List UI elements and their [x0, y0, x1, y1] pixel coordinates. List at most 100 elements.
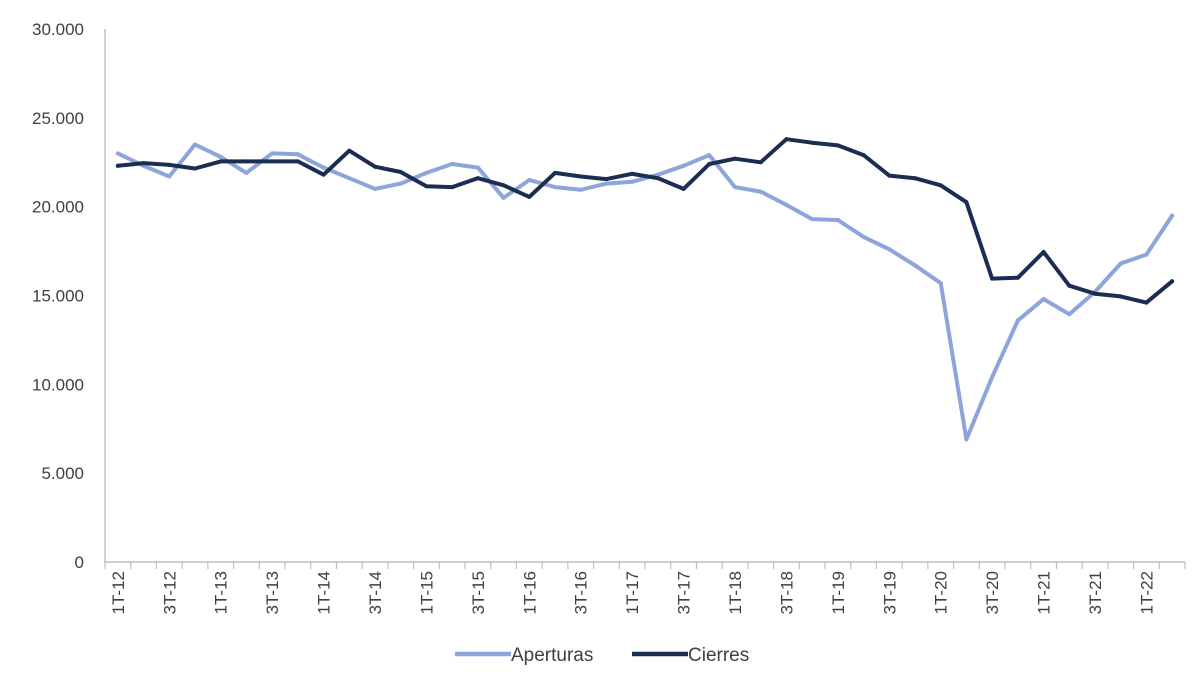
data-point	[964, 437, 969, 442]
data-point	[321, 165, 326, 170]
legend-label: Cierres	[688, 645, 749, 666]
data-point	[295, 152, 300, 157]
x-tick-label: 1T-17	[623, 571, 642, 614]
data-point	[553, 185, 557, 190]
data-point	[990, 276, 995, 281]
x-tick-label: 1T-21	[1035, 571, 1054, 614]
y-tick-label: 25.000	[32, 109, 84, 128]
data-point	[193, 166, 197, 171]
data-point	[450, 185, 455, 190]
data-point	[115, 151, 120, 156]
data-point	[167, 174, 172, 179]
data-point	[707, 153, 712, 158]
x-tick-label: 3T-17	[675, 571, 694, 614]
x-tick-label: 1T-16	[520, 571, 539, 614]
data-point	[913, 263, 917, 268]
data-point	[424, 170, 429, 175]
data-point	[295, 159, 300, 164]
x-tick-label: 3T-21	[1086, 571, 1105, 614]
data-point	[1118, 261, 1123, 266]
data-point	[784, 202, 789, 207]
data-point	[861, 153, 866, 158]
data-point	[527, 178, 532, 183]
x-axis-tick-labels: 1T-12 3T-12 1T-13 3T-13 1T-14 3T-14 1T-15 3T-15…	[109, 571, 1157, 614]
data-point	[758, 189, 763, 194]
data-point	[450, 162, 455, 167]
data-point	[1144, 252, 1149, 257]
data-point	[938, 183, 943, 188]
legend-item: Cierres	[632, 645, 749, 666]
data-point	[1041, 249, 1046, 254]
series-aperturas	[115, 142, 1175, 442]
x-tick-label: 3T-16	[572, 571, 591, 614]
data-point	[244, 170, 249, 175]
series-lines	[115, 137, 1175, 442]
data-point	[655, 176, 660, 181]
data-point	[1015, 318, 1020, 323]
legend: Aperturas Cierres	[455, 645, 749, 666]
data-point	[553, 170, 557, 175]
data-point	[784, 137, 789, 142]
x-tick-label: 3T-14	[366, 571, 385, 614]
data-point	[218, 154, 223, 159]
data-point	[373, 186, 377, 191]
data-point	[810, 217, 815, 222]
data-point	[681, 163, 686, 168]
x-tick-label: 1T-22	[1137, 571, 1156, 614]
data-point	[810, 140, 815, 145]
data-point	[578, 187, 583, 192]
x-tick-label: 1T-12	[109, 571, 128, 614]
data-point	[167, 162, 172, 167]
data-point	[373, 164, 377, 169]
x-tick-label: 3T-12	[160, 571, 179, 614]
data-point	[193, 142, 197, 147]
data-point	[1170, 279, 1175, 284]
y-tick-label: 15.000	[32, 287, 84, 306]
series-line	[115, 137, 1175, 305]
y-tick-label: 5.000	[41, 464, 84, 483]
data-point	[424, 184, 429, 189]
x-tick-label: 3T-13	[263, 571, 282, 614]
data-point	[398, 170, 403, 175]
y-tick-label: 10.000	[32, 375, 84, 394]
data-point	[758, 160, 763, 165]
data-point	[681, 186, 686, 191]
data-point	[115, 163, 120, 168]
data-point	[835, 143, 840, 148]
data-point	[501, 183, 506, 188]
data-point	[501, 195, 506, 200]
x-tick-label: 1T-14	[315, 571, 334, 614]
data-point	[270, 151, 275, 156]
data-point	[347, 148, 352, 153]
data-point	[218, 159, 223, 164]
data-point	[655, 172, 660, 177]
legend-item: Aperturas	[455, 645, 593, 666]
data-point	[887, 247, 892, 252]
x-tick-label: 1T-20	[932, 571, 951, 614]
data-point	[964, 200, 969, 205]
data-point	[733, 185, 737, 190]
data-point	[270, 159, 275, 164]
x-tick-label: 3T-18	[777, 571, 796, 614]
data-point	[861, 234, 866, 239]
data-point	[475, 176, 480, 181]
x-tick-label: 3T-15	[469, 571, 488, 614]
data-point	[887, 173, 892, 178]
y-tick-label: 30.000	[32, 20, 84, 39]
x-tick-label: 1T-19	[829, 571, 848, 614]
data-point	[835, 217, 840, 222]
y-tick-label: 20.000	[32, 198, 84, 217]
data-point	[1144, 300, 1149, 305]
data-point	[604, 177, 609, 182]
x-tick-label: 3T-20	[983, 571, 1002, 614]
data-point	[244, 159, 249, 164]
data-point	[141, 161, 146, 166]
data-point	[1067, 312, 1072, 317]
data-point	[347, 176, 352, 181]
data-point	[938, 281, 943, 286]
x-tick-label: 3T-19	[880, 571, 899, 614]
data-point	[630, 179, 635, 184]
data-point	[1170, 213, 1175, 218]
x-tick-label: 1T-13	[212, 571, 231, 614]
